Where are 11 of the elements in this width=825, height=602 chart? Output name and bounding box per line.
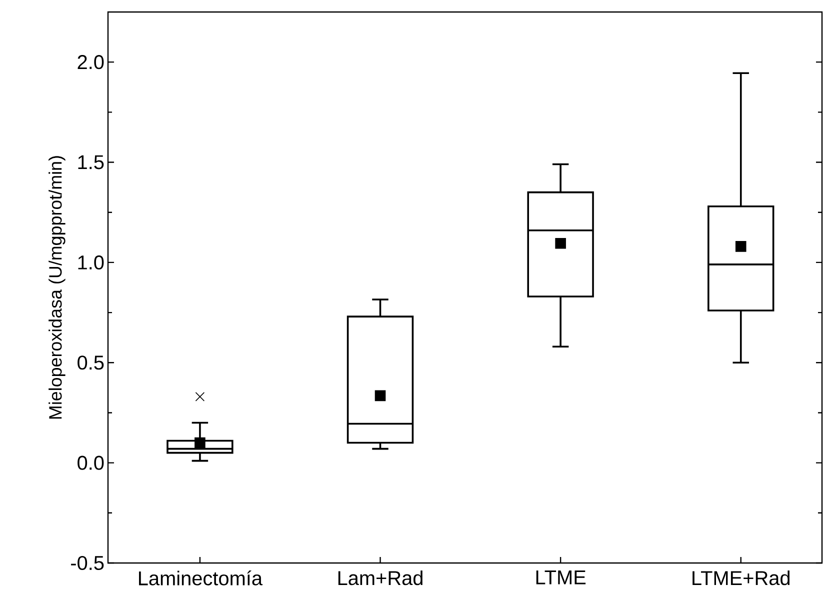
y-tick-label: 1.5: [78, 155, 104, 170]
y-tick-label: -0.5: [71, 556, 104, 570]
y-tick-label: 0.5: [78, 356, 104, 370]
x-tick-label: LTME+Rad: [692, 570, 790, 586]
y-tick-label: 1.0: [78, 255, 104, 270]
x-tick-label: Lam+Rad: [338, 570, 422, 586]
y-tick-label: 0.0: [78, 456, 104, 470]
y-axis-title: Mieloperoxidasa (U/mgpprot/min): [48, 156, 66, 419]
x-tick-label: LTME: [536, 570, 586, 584]
y-tick-label: 2.0: [78, 55, 104, 70]
x-tick-label: Laminectomía: [139, 570, 263, 586]
